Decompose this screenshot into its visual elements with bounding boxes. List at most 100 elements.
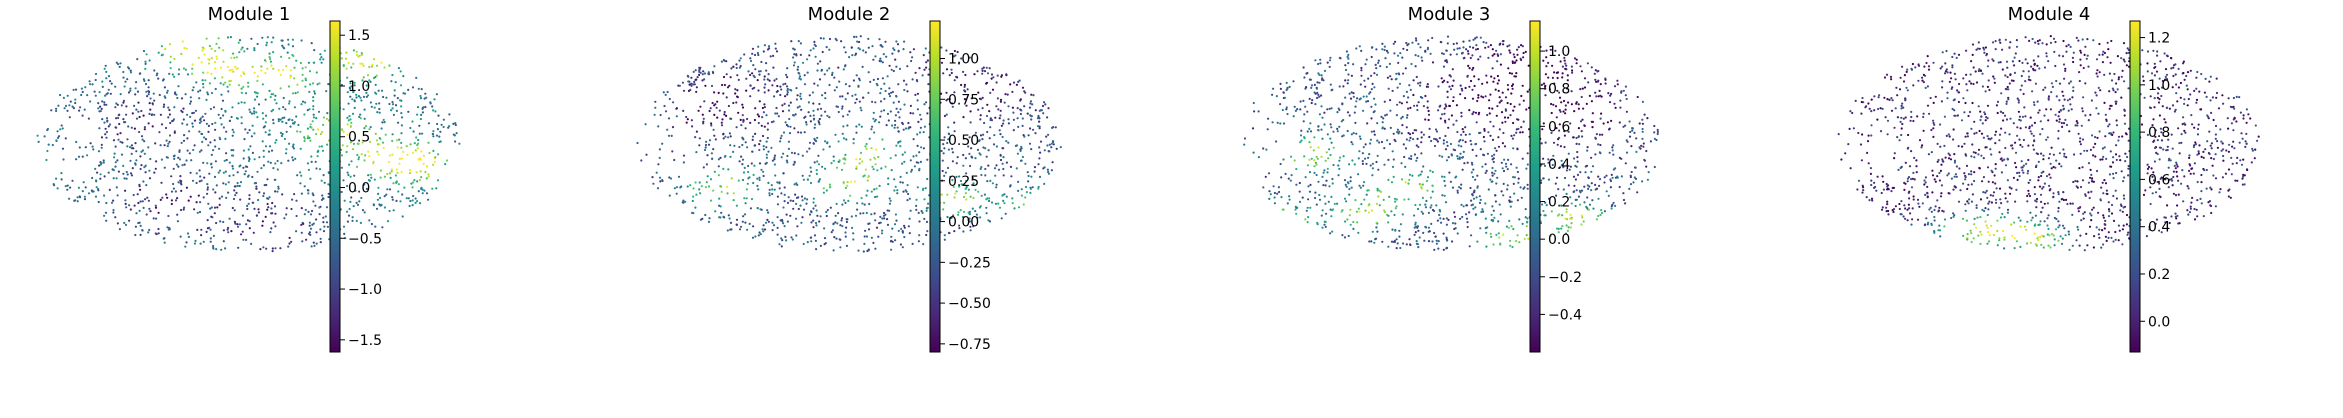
scatter-point [780, 88, 783, 91]
scatter-point [976, 216, 979, 219]
scatter-point [1427, 113, 1431, 116]
scatter-point [923, 217, 926, 220]
scatter-point [148, 102, 151, 105]
scatter-point [1523, 186, 1526, 189]
scatter-point [1038, 120, 1041, 123]
scatter-point [159, 113, 162, 116]
scatter-point [262, 192, 266, 195]
scatter-point [314, 160, 317, 163]
scatter-point [1420, 186, 1423, 189]
scatter-point [418, 124, 421, 127]
scatter-point [166, 91, 169, 94]
scatter-point [135, 212, 138, 215]
scatter-point [1343, 197, 1347, 200]
scatter-point [1482, 96, 1485, 99]
scatter-point [316, 155, 319, 158]
scatter-point [898, 116, 901, 119]
scatter-point [879, 100, 883, 103]
scatter-point [250, 112, 254, 115]
scatter-point [1007, 122, 1010, 125]
scatter-point [1039, 151, 1042, 154]
scatter-point [1324, 225, 1327, 228]
scatter-point [1516, 199, 1519, 202]
scatter-point [1407, 182, 1410, 185]
scatter-point [1366, 122, 1369, 125]
scatter-point [355, 53, 359, 57]
scatter-point [283, 137, 286, 141]
scatter-point [147, 86, 150, 89]
scatter-point [183, 46, 186, 50]
scatter-point [214, 67, 217, 70]
scatter-point [904, 127, 908, 130]
scatter-point [1452, 123, 1455, 126]
scatter-point [785, 85, 789, 88]
scatter-point [157, 227, 160, 231]
scatter-point [119, 132, 122, 135]
scatter-point [291, 38, 294, 41]
scatter-point [1526, 187, 1529, 190]
scatter-point [279, 87, 282, 90]
scatter-point [176, 220, 179, 223]
scatter-point [134, 162, 137, 165]
scatter-point [1437, 109, 1440, 112]
scatter-point [1344, 96, 1347, 99]
colorbar-tick-label: 0.75 [948, 92, 979, 108]
scatter-point [881, 77, 884, 80]
scatter-point [1431, 208, 1435, 212]
scatter-point [768, 194, 771, 197]
scatter-point [951, 151, 954, 154]
scatter-point [308, 136, 311, 139]
scatter-point [1453, 215, 1457, 218]
scatter-point [139, 188, 142, 191]
scatter-point [112, 139, 116, 142]
scatter-point [1560, 101, 1563, 104]
scatter-point [127, 67, 131, 70]
scatter-point [234, 185, 237, 188]
scatter-point [1556, 71, 1560, 74]
scatter-point [1471, 163, 1474, 166]
scatter-point [134, 87, 137, 90]
scatter-point [236, 171, 239, 174]
scatter-point [198, 97, 201, 100]
scatter-point [1477, 78, 1480, 81]
scatter-point [231, 167, 235, 170]
scatter-point [170, 199, 173, 202]
scatter-point [163, 95, 166, 98]
scatter-point [408, 169, 412, 172]
scatter-point [274, 94, 277, 97]
scatter-point [147, 199, 150, 202]
scatter-point [276, 159, 279, 163]
scatter-point [925, 61, 928, 64]
scatter-point [138, 209, 141, 212]
scatter-point [1375, 202, 1379, 205]
scatter-point [1022, 134, 1025, 137]
scatter-point [890, 248, 893, 251]
scatter-point [922, 54, 925, 57]
scatter-point [1476, 174, 1479, 177]
scatter-point [1330, 141, 1333, 144]
scatter-point [309, 213, 313, 216]
scatter-point [180, 52, 183, 56]
scatter-point [143, 126, 146, 129]
scatter-point [84, 186, 87, 189]
scatter-point [421, 192, 424, 195]
scatter-point [782, 152, 785, 155]
scatter-point [1569, 213, 1572, 216]
scatter-point [189, 100, 192, 103]
scatter-point [806, 150, 809, 153]
scatter-point [678, 84, 681, 87]
scatter-point [105, 103, 108, 106]
scatter-point [1349, 208, 1352, 211]
scatter-point [262, 149, 265, 152]
scatter-point [1370, 55, 1373, 59]
scatter-point [1565, 169, 1568, 172]
scatter-point [370, 222, 373, 226]
scatter-point [1611, 149, 1614, 152]
scatter-point [375, 74, 378, 77]
scatter-point [788, 132, 792, 135]
scatter-point [147, 146, 150, 149]
scatter-point [360, 196, 363, 200]
scatter-point [834, 221, 837, 224]
scatter-point [1331, 209, 1334, 212]
scatter-point [942, 208, 945, 211]
